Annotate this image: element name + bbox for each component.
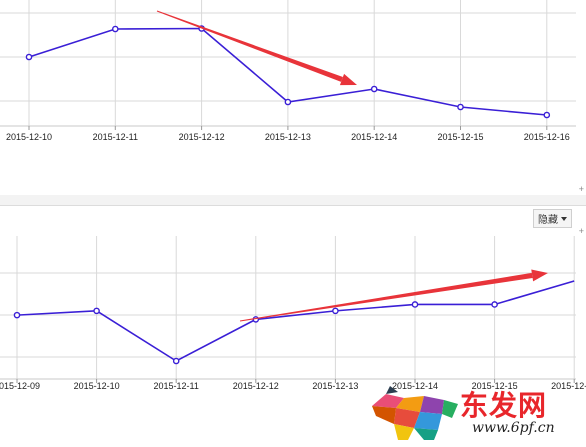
x-tick-label: 2015-12-15 xyxy=(437,132,483,142)
x-tick-label: 2015-12-13 xyxy=(265,132,311,142)
bottom-chart-panel: 2015-12-09 2015-12-10 2015-12-11 2015-12-12… xyxy=(0,205,586,441)
x-tick-label: 2015-12-12 xyxy=(179,132,225,142)
annotation-arrow-head xyxy=(339,73,357,86)
x-tick-label: 2015-12-16 xyxy=(551,381,586,391)
top-chart-panel: 2015-12-10 2015-12-11 2015-12-12 2015-12-13… xyxy=(0,0,586,196)
annotation-arrow-shaft xyxy=(156,10,343,82)
resize-handle-icon[interactable]: + xyxy=(578,184,584,194)
data-point xyxy=(332,307,339,315)
watermark-url: www.6pf.cn xyxy=(472,420,555,436)
x-tick-label: 2015-12-13 xyxy=(312,381,358,391)
x-tick-label: 2015-12-10 xyxy=(74,381,120,391)
chevron-down-icon xyxy=(561,216,567,221)
x-tick-label: 2015-12-11 xyxy=(154,381,199,391)
x-tick-label: 2015-12-12 xyxy=(233,381,279,391)
bottom-line-chart: 2015-12-09 2015-12-10 2015-12-11 2015-12-12… xyxy=(0,236,586,391)
series-line xyxy=(16,280,575,362)
data-point xyxy=(491,301,498,308)
x-tick-label: 2015-12-11 xyxy=(93,132,138,142)
data-point xyxy=(411,301,419,308)
watermark-brand-text: 东发网 xyxy=(460,389,548,422)
x-tick-label: 2015-12-16 xyxy=(524,132,570,142)
x-tick-label: 2015-12-14 xyxy=(392,381,438,391)
x-tick-label: 2015-12-15 xyxy=(472,381,518,391)
data-point xyxy=(172,357,180,365)
data-point xyxy=(112,25,119,33)
data-point xyxy=(284,98,292,106)
top-line-chart: 2015-12-10 2015-12-11 2015-12-12 2015-12-13… xyxy=(0,0,576,142)
annotation-arrow-shaft xyxy=(239,272,533,322)
bull-logo-icon xyxy=(372,386,458,440)
data-point xyxy=(13,311,21,319)
data-point xyxy=(370,85,378,93)
x-tick-label: 2015-12-09 xyxy=(0,381,40,391)
resize-handle-icon[interactable]: + xyxy=(578,226,584,236)
watermark-logo: 东发网 www.6pf.cn xyxy=(364,384,584,442)
data-point xyxy=(543,111,551,119)
collapse-button[interactable]: 隐藏 xyxy=(533,209,572,228)
data-point xyxy=(93,307,100,315)
data-point xyxy=(457,103,464,111)
x-tick-label: 2015-12-14 xyxy=(351,132,397,142)
panel-gap xyxy=(0,195,586,205)
data-point xyxy=(25,53,33,61)
annotation-arrow-head xyxy=(531,269,548,282)
collapse-label: 隐藏 xyxy=(538,215,558,226)
x-tick-label: 2015-12-10 xyxy=(6,132,52,142)
